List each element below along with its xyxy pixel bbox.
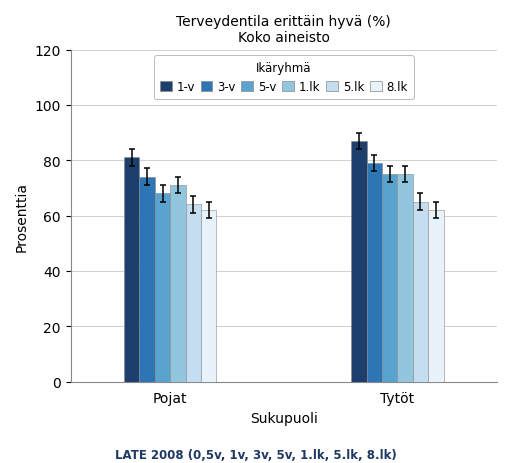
Bar (382, 175, 397, 382)
Bar (367, 163, 382, 382)
Legend: 1-v, 3-v, 5-v, 1.lk, 5.lk, 8.lk: 1-v, 3-v, 5-v, 1.lk, 5.lk, 8.lk (154, 56, 414, 100)
Bar (170, 186, 185, 382)
Bar (124, 158, 139, 382)
Bar (428, 211, 443, 382)
Bar (155, 194, 170, 382)
X-axis label: Sukupuoli: Sukupuoli (250, 411, 318, 425)
Bar (185, 205, 201, 382)
Text: LATE 2008 (0,5v, 1v, 3v, 5v, 1.lk, 5.lk, 8.lk): LATE 2008 (0,5v, 1v, 3v, 5v, 1.lk, 5.lk,… (115, 448, 397, 461)
Title: Terveydentila erittäin hyvä (%)
Koko aineisto: Terveydentila erittäin hyvä (%) Koko ain… (177, 15, 391, 45)
Bar (201, 211, 217, 382)
Y-axis label: Prosenttia: Prosenttia (15, 181, 29, 251)
Bar (139, 177, 155, 382)
Bar (413, 202, 428, 382)
Bar (397, 175, 413, 382)
Bar (351, 142, 367, 382)
